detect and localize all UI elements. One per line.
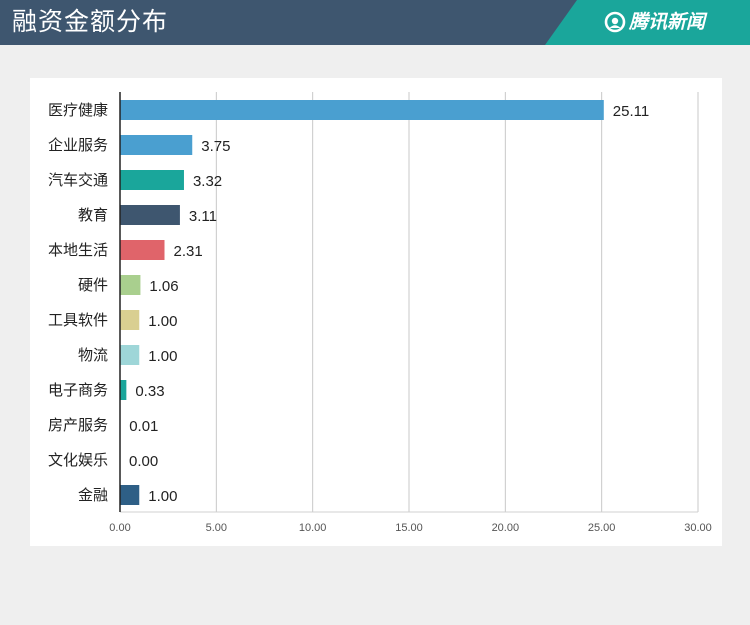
page-title: 融资金额分布 [12, 7, 169, 36]
category-label: 企业服务 [48, 136, 108, 154]
x-tick-label: 15.00 [395, 522, 423, 534]
value-label: 3.11 [189, 208, 217, 225]
category-label: 硬件 [78, 276, 108, 294]
value-label: 25.11 [613, 103, 649, 120]
value-label: 3.32 [193, 173, 222, 190]
bar [120, 485, 140, 505]
category-label: 物流 [78, 346, 108, 364]
bar [120, 345, 140, 365]
value-label: 0.33 [135, 383, 164, 400]
bar [120, 380, 127, 400]
category-label: 医疗健康 [48, 101, 108, 119]
bar [120, 205, 180, 225]
bar [120, 135, 193, 155]
category-label: 本地生活 [48, 241, 108, 259]
category-label: 电子商务 [48, 381, 108, 399]
value-label: 3.75 [201, 138, 230, 155]
x-tick-label: 0.00 [109, 522, 130, 534]
brand-name: 腾讯新闻 [629, 11, 706, 33]
header-bar: 融资金额分布 腾讯新闻 [0, 0, 750, 45]
x-tick-label: 25.00 [588, 522, 616, 534]
category-label: 汽车交通 [48, 171, 108, 189]
value-label: 1.06 [149, 278, 178, 295]
bar-chart: 0.00 5.00 10.00 15.00 20.00 25.00 30.00 医疗健康 25.… [48, 92, 712, 534]
x-tick-label: 10.00 [299, 522, 327, 534]
tencent-news-logo-icon [604, 11, 626, 33]
chart-panel: 0.00 5.00 10.00 15.00 20.00 25.00 30.00 医疗健康 25.… [30, 78, 722, 546]
bar [120, 240, 165, 260]
category-label: 房产服务 [48, 416, 108, 434]
x-tick-label: 5.00 [206, 522, 227, 534]
value-label: 1.00 [148, 348, 177, 365]
value-label: 0.01 [129, 418, 158, 435]
category-label: 文化娱乐 [48, 451, 108, 469]
bar [120, 310, 140, 330]
x-tick-label: 30.00 [684, 522, 712, 534]
value-label: 0.00 [129, 453, 158, 470]
value-label: 1.00 [148, 313, 177, 330]
x-tick-label: 20.00 [492, 522, 520, 534]
bar [120, 100, 604, 120]
brand-block: 腾讯新闻 [545, 0, 750, 45]
value-label: 1.00 [148, 488, 177, 505]
category-label: 工具软件 [48, 311, 108, 329]
bar [120, 275, 141, 295]
bar [120, 170, 184, 190]
value-label: 2.31 [174, 243, 203, 260]
category-label: 金融 [78, 486, 108, 504]
category-label: 教育 [78, 206, 108, 224]
